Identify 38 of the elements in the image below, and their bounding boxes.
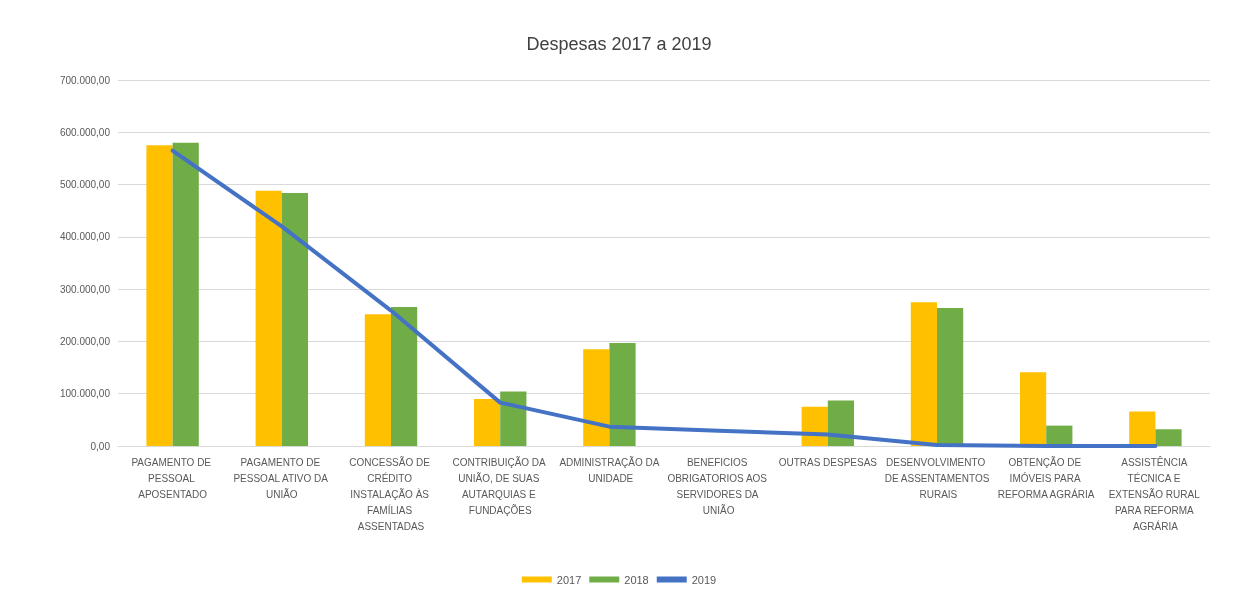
- x-tick-label: ASSISTÊNCIA TÉCNICA E EXTENSÃO RURAL PARA REFORMA AGRÁRIA: [1108, 455, 1203, 532]
- y-tick-label: 0,00: [90, 440, 111, 452]
- x-tick-label: PAGAMENTO DE PESSOAL APOSENTADO: [131, 456, 214, 500]
- bar: [583, 349, 610, 446]
- y-tick-label: 100.000,00: [59, 388, 111, 400]
- x-tick-label: BENEFICIOS OBRIGATORIOS AOS SERVIDORES DA UNIÃO: [667, 456, 770, 516]
- y-tick-label: 300.000,00: [59, 283, 111, 295]
- y-tick-label: 600.000,00: [59, 126, 111, 138]
- bar: [609, 343, 636, 446]
- bar: [473, 398, 501, 446]
- bar: [146, 145, 173, 446]
- bar: [1019, 372, 1047, 446]
- bar: [1129, 411, 1156, 446]
- y-tick-label: 200.000,00: [59, 335, 111, 347]
- legend-label: 2019: [691, 573, 717, 586]
- bar: [500, 391, 527, 446]
- bar: [172, 142, 199, 446]
- bar: [937, 307, 964, 446]
- legend-label: 2017: [556, 573, 582, 586]
- y-tick-label: 400.000,00: [59, 231, 111, 243]
- x-tick-label: OUTRAS DESPESAS: [778, 456, 878, 468]
- legend-label: 2018: [624, 573, 649, 586]
- bar: [1155, 429, 1182, 446]
- x-tick-label: CONTRIBUIÇÃO DA UNIÃO, DE SUAS AUTARQUIAS E FUNDAÇÕES: [452, 455, 548, 516]
- bar: [364, 314, 391, 446]
- x-tick-label: DESENVOLVIMENTO DE ASSENTAMENTOS RURAIS: [884, 456, 990, 500]
- x-tick-label: OBTENÇÃO DE IMÓVEIS PARA REFORMA AGRÁRIA: [997, 455, 1095, 500]
- y-tick-label: 500.000,00: [59, 179, 111, 191]
- y-tick-label: 700.000,00: [59, 74, 111, 86]
- bar: [910, 302, 937, 446]
- chart-title: Despesas 2017 a 2019: [526, 34, 712, 54]
- bar: [281, 192, 309, 446]
- x-tick-label: CONCESSÃO DE CRÉDITO INSTALAÇÃO ÀS FAMÍLIAS ASSENTADAS: [349, 455, 433, 532]
- x-tick-label: ADMINISTRAÇÃO DA UNIDADE: [559, 455, 660, 484]
- x-tick-label: PAGAMENTO DE PESSOAL ATIVO DA UNIÃO: [233, 456, 331, 500]
- line-series: [170, 148, 1158, 448]
- bar: [255, 190, 282, 446]
- bar: [391, 306, 418, 446]
